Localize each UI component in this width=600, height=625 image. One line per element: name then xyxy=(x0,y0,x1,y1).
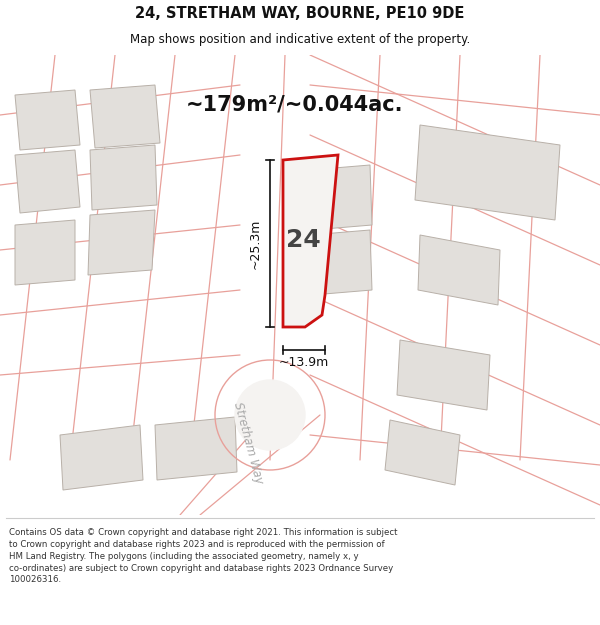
Text: ~179m²/~0.044ac.: ~179m²/~0.044ac. xyxy=(186,95,404,115)
Polygon shape xyxy=(90,85,160,148)
Polygon shape xyxy=(60,425,143,490)
Text: ~13.9m: ~13.9m xyxy=(279,356,329,369)
Text: 24, STRETHAM WAY, BOURNE, PE10 9DE: 24, STRETHAM WAY, BOURNE, PE10 9DE xyxy=(136,6,464,21)
Polygon shape xyxy=(397,340,490,410)
Polygon shape xyxy=(15,220,75,285)
Polygon shape xyxy=(88,210,155,275)
Polygon shape xyxy=(155,417,237,480)
Text: 24: 24 xyxy=(286,228,320,252)
Polygon shape xyxy=(90,145,157,210)
Polygon shape xyxy=(15,150,80,213)
Polygon shape xyxy=(15,90,80,150)
Polygon shape xyxy=(310,165,372,230)
Polygon shape xyxy=(418,235,500,305)
Polygon shape xyxy=(283,155,338,327)
Polygon shape xyxy=(415,125,560,220)
Circle shape xyxy=(235,380,305,450)
Text: ~25.3m: ~25.3m xyxy=(249,218,262,269)
Polygon shape xyxy=(310,230,372,295)
Text: Contains OS data © Crown copyright and database right 2021. This information is : Contains OS data © Crown copyright and d… xyxy=(9,528,398,584)
Text: Stretham Way: Stretham Way xyxy=(231,401,265,485)
Text: Map shows position and indicative extent of the property.: Map shows position and indicative extent… xyxy=(130,33,470,46)
Polygon shape xyxy=(385,420,460,485)
